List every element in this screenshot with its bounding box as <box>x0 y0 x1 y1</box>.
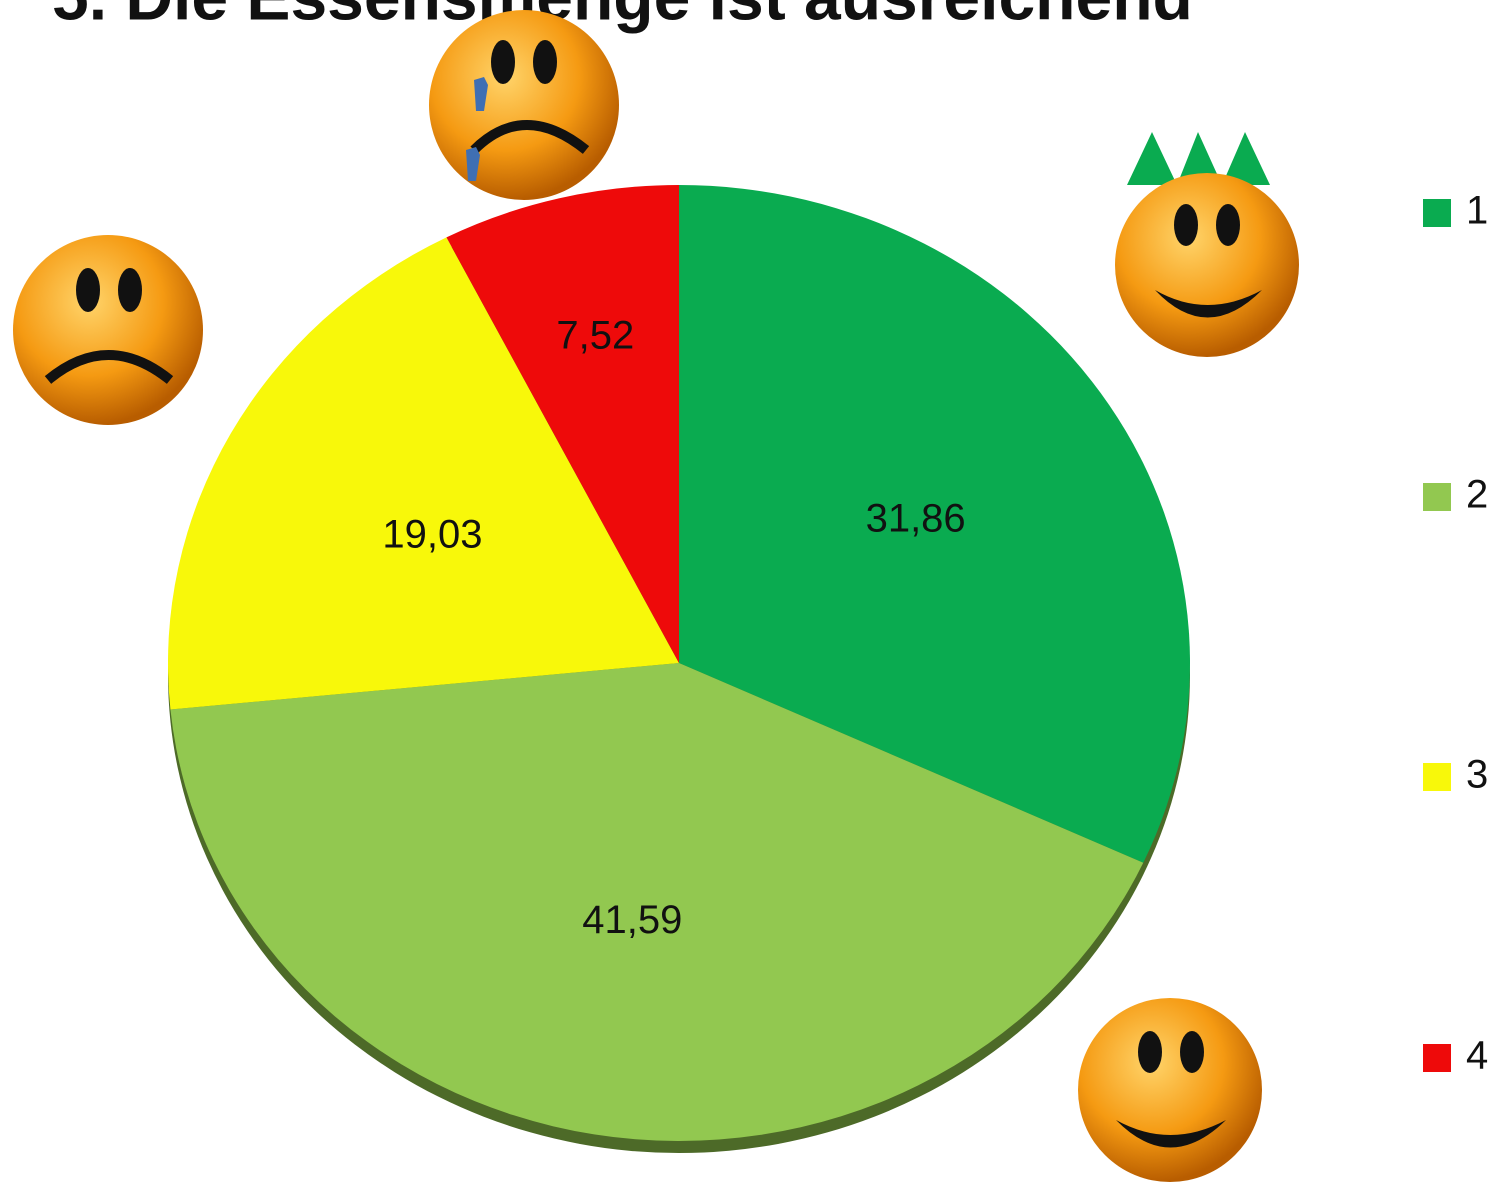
smiley-sad <box>13 235 203 425</box>
pie-slice <box>446 185 679 663</box>
pie-slice <box>679 185 1190 863</box>
smiley-happy <box>1115 132 1299 357</box>
legend-swatch <box>1423 763 1451 791</box>
smiley-happy <box>1078 998 1262 1182</box>
data-label: 7,52 <box>556 313 634 357</box>
pie-slice <box>167 237 679 710</box>
chart-title: 5. Die Essensmenge ist ausreichend <box>52 0 1193 33</box>
smiley-sad <box>429 10 619 200</box>
legend-label: 4 <box>1466 1034 1488 1078</box>
legend-label: 2 <box>1466 473 1488 517</box>
data-label: 41,59 <box>582 898 682 942</box>
legend-label: 1 <box>1466 189 1488 233</box>
pie <box>167 185 1190 1141</box>
data-label: 31,86 <box>866 497 966 541</box>
legend-swatch <box>1423 1044 1451 1072</box>
legend-swatch <box>1423 199 1451 227</box>
legend-swatch <box>1423 483 1451 511</box>
data-label: 19,03 <box>382 512 482 556</box>
legend-label: 3 <box>1466 753 1488 797</box>
pie-slice <box>170 663 1144 1141</box>
